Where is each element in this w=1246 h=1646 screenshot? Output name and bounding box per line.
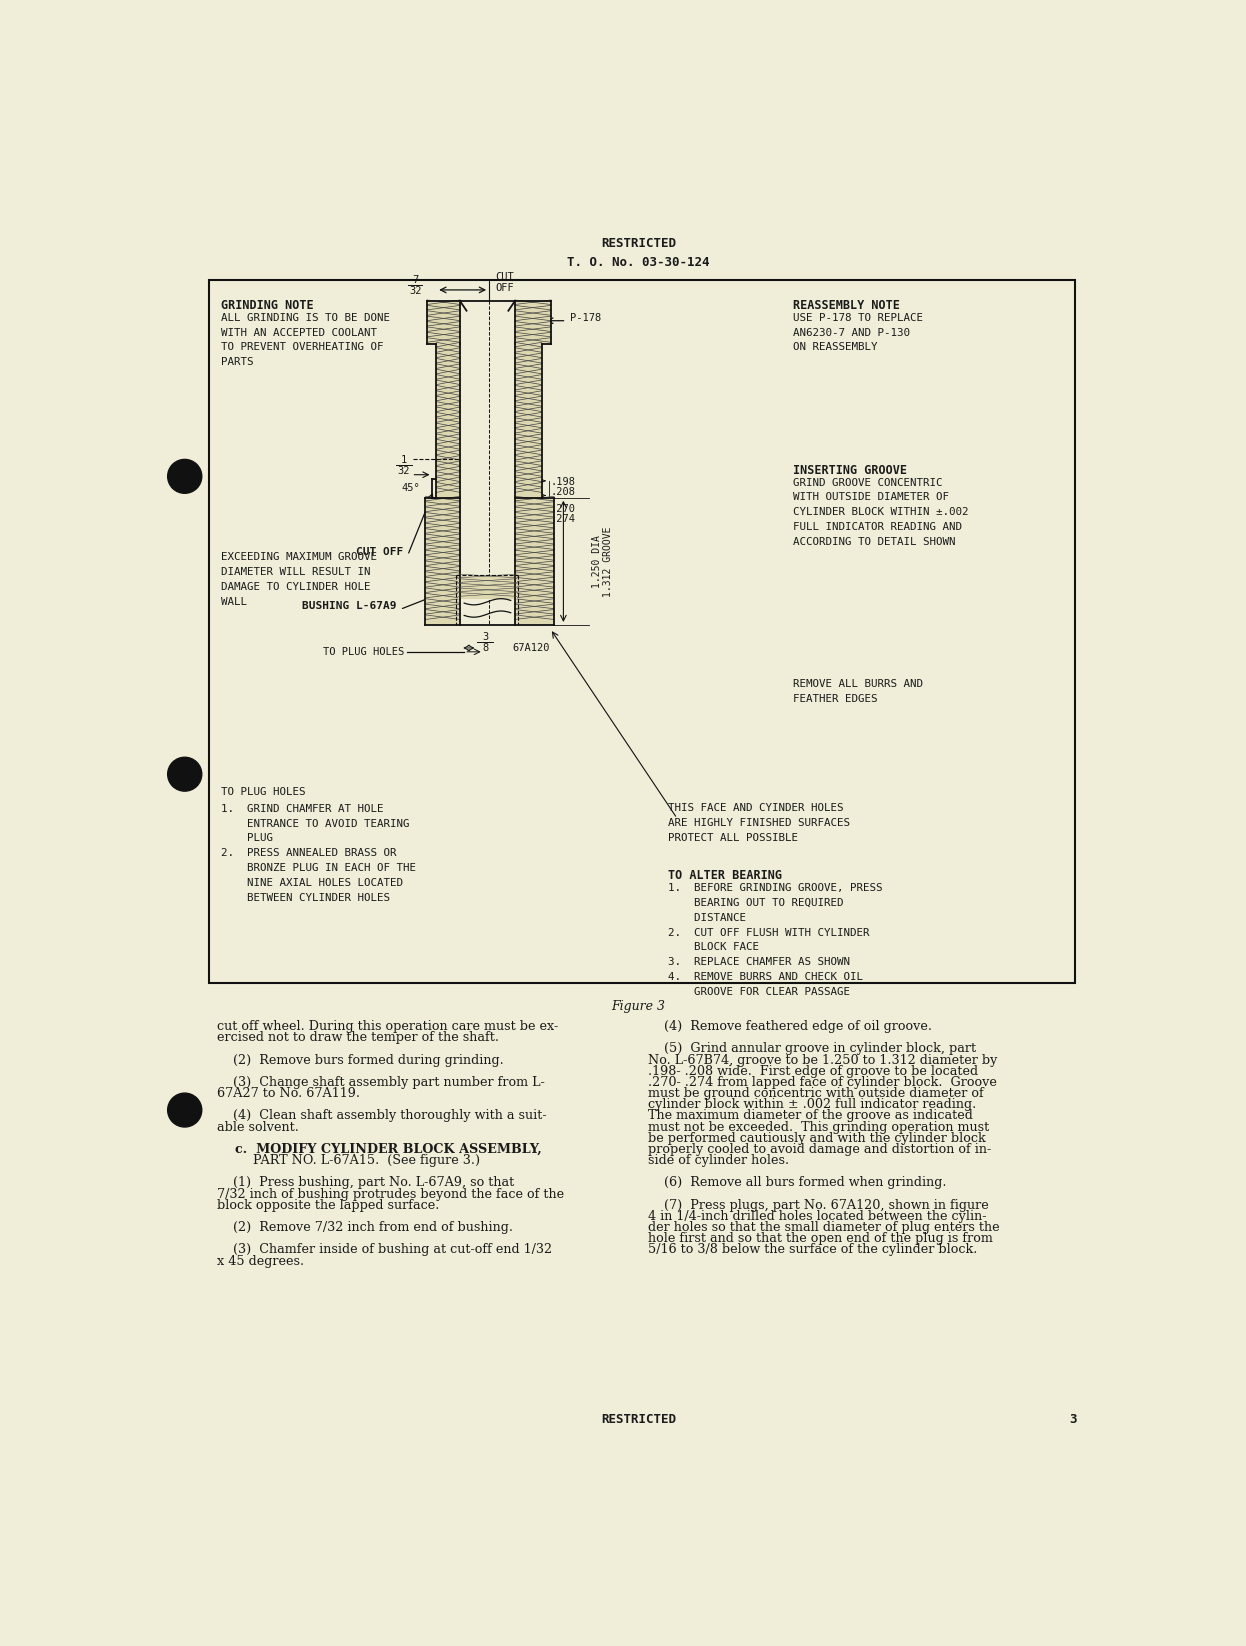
Text: (2)  Remove burs formed during grinding.: (2) Remove burs formed during grinding.	[217, 1053, 503, 1067]
Text: GRINDING NOTE: GRINDING NOTE	[222, 300, 314, 311]
Bar	[425, 497, 460, 625]
Bar	[436, 344, 460, 497]
Text: ercised not to draw the temper of the shaft.: ercised not to draw the temper of the sh…	[217, 1032, 498, 1044]
Text: TO PLUG HOLES: TO PLUG HOLES	[323, 647, 404, 657]
Text: (3)  Change shaft assembly part number from L-: (3) Change shaft assembly part number fr…	[217, 1076, 545, 1090]
Text: 67A120: 67A120	[512, 644, 549, 653]
Text: BUSHING L-67A9: BUSHING L-67A9	[302, 601, 396, 611]
Circle shape	[168, 1093, 202, 1128]
Text: (4)  Remove feathered edge of oil groove.: (4) Remove feathered edge of oil groove.	[648, 1021, 932, 1034]
Text: (1)  Press bushing, part No. L-67A9, so that: (1) Press bushing, part No. L-67A9, so t…	[217, 1177, 513, 1190]
Text: .208: .208	[551, 487, 576, 497]
Text: (2)  Remove 7/32 inch from end of bushing.: (2) Remove 7/32 inch from end of bushing…	[217, 1221, 512, 1234]
Bar	[515, 301, 551, 344]
Text: 3: 3	[1069, 1412, 1077, 1425]
Text: GRIND GROOVE CONCENTRIC
WITH OUTSIDE DIAMETER OF
CYLINDER BLOCK WITHIN ±.002
FUL: GRIND GROOVE CONCENTRIC WITH OUTSIDE DIA…	[794, 477, 968, 546]
Text: der holes so that the small diameter of plug enters the: der holes so that the small diameter of …	[648, 1221, 999, 1234]
Text: 1.  BEFORE GRINDING GROOVE, PRESS
    BEARING OUT TO REQUIRED
    DISTANCE
2.  C: 1. BEFORE GRINDING GROOVE, PRESS BEARING…	[668, 884, 882, 997]
Text: P-178: P-178	[571, 313, 602, 323]
Text: (4)  Clean shaft assembly thoroughly with a suit-: (4) Clean shaft assembly thoroughly with…	[217, 1109, 546, 1123]
Text: CUT: CUT	[495, 272, 513, 281]
Text: THIS FACE AND CYINDER HOLES
ARE HIGHLY FINISHED SURFACES
PROTECT ALL POSSIBLE: THIS FACE AND CYINDER HOLES ARE HIGHLY F…	[668, 803, 850, 843]
Text: INSERTING GROOVE: INSERTING GROOVE	[794, 464, 907, 477]
Text: 1: 1	[401, 454, 407, 464]
Text: cylinder block within ± .002 full indicator reading.: cylinder block within ± .002 full indica…	[648, 1098, 977, 1111]
Text: must be ground concentric with outside diameter of: must be ground concentric with outside d…	[648, 1086, 984, 1100]
Text: 7/32 inch of bushing protrudes beyond the face of the: 7/32 inch of bushing protrudes beyond th…	[217, 1187, 563, 1200]
Text: 2.  PRESS ANNEALED BRASS OR
    BRONZE PLUG IN EACH OF THE
    NINE AXIAL HOLES : 2. PRESS ANNEALED BRASS OR BRONZE PLUG I…	[222, 848, 416, 904]
Text: The maximum diameter of the groove as indicated: The maximum diameter of the groove as in…	[648, 1109, 973, 1123]
Text: 4 in 1/4-inch drilled holes located between the cylin-: 4 in 1/4-inch drilled holes located betw…	[648, 1210, 987, 1223]
Text: TO ALTER BEARING: TO ALTER BEARING	[668, 869, 781, 882]
Text: x 45 degrees.: x 45 degrees.	[217, 1254, 304, 1267]
Text: 3: 3	[482, 632, 488, 642]
Text: 7: 7	[412, 275, 419, 285]
Text: must not be exceeded.  This grinding operation must: must not be exceeded. This grinding oper…	[648, 1121, 989, 1134]
Text: (6)  Remove all burs formed when grinding.: (6) Remove all burs formed when grinding…	[648, 1177, 947, 1190]
Text: 1.312 GROOVE: 1.312 GROOVE	[603, 527, 613, 596]
Text: properly cooled to avoid damage and distortion of in-: properly cooled to avoid damage and dist…	[648, 1142, 992, 1155]
Text: CUT OFF: CUT OFF	[356, 546, 404, 556]
Text: 1.  GRIND CHAMFER AT HOLE
    ENTRANCE TO AVOID TEARING
    PLUG: 1. GRIND CHAMFER AT HOLE ENTRANCE TO AVO…	[222, 803, 410, 843]
Text: (3)  Chamfer inside of bushing at cut-off end 1/32: (3) Chamfer inside of bushing at cut-off…	[217, 1243, 552, 1256]
Bar	[515, 497, 554, 625]
Bar	[459, 576, 517, 599]
Text: No. L-67B74, groove to be 1.250 to 1.312 diameter by: No. L-67B74, groove to be 1.250 to 1.312…	[648, 1053, 998, 1067]
Text: T. O. No. 03-30-124: T. O. No. 03-30-124	[567, 255, 710, 268]
Circle shape	[168, 459, 202, 494]
Text: 45°: 45°	[401, 482, 420, 492]
Text: block opposite the lapped surface.: block opposite the lapped surface.	[217, 1198, 439, 1211]
Text: 67A27 to No. 67A119.: 67A27 to No. 67A119.	[217, 1086, 360, 1100]
Circle shape	[168, 757, 202, 792]
Text: Figure 3: Figure 3	[612, 999, 665, 1012]
Text: RESTRICTED: RESTRICTED	[601, 237, 677, 250]
Text: USE P-178 TO REPLACE
AN6230-7 AND P-130
ON REASSEMBLY: USE P-178 TO REPLACE AN6230-7 AND P-130 …	[794, 313, 923, 352]
Text: 32: 32	[397, 466, 410, 476]
Text: be performed cautiously and with the cylinder block: be performed cautiously and with the cyl…	[648, 1132, 986, 1144]
Text: .270- .274 from lapped face of cylinder block.  Groove: .270- .274 from lapped face of cylinder …	[648, 1076, 997, 1090]
Text: REMOVE ALL BURRS AND
FEATHER EDGES: REMOVE ALL BURRS AND FEATHER EDGES	[794, 680, 923, 704]
Bar	[427, 301, 460, 344]
Text: REASSEMBLY NOTE: REASSEMBLY NOTE	[794, 300, 900, 311]
Text: able solvent.: able solvent.	[217, 1121, 299, 1134]
Bar	[209, 280, 1075, 983]
Text: TO PLUG HOLES: TO PLUG HOLES	[222, 787, 307, 797]
Text: c.  MODIFY CYLINDER BLOCK ASSEMBLY,: c. MODIFY CYLINDER BLOCK ASSEMBLY,	[217, 1142, 541, 1155]
Text: hole first and so that the open end of the plug is from: hole first and so that the open end of t…	[648, 1233, 993, 1246]
Text: .270: .270	[551, 504, 576, 514]
Text: PART NO. L-67A15.  (See figure 3.): PART NO. L-67A15. (See figure 3.)	[217, 1154, 480, 1167]
Text: ALL GRINDING IS TO BE DONE
WITH AN ACCEPTED COOLANT
TO PREVENT OVERHEATING OF
PA: ALL GRINDING IS TO BE DONE WITH AN ACCEP…	[222, 313, 390, 367]
Text: EXCEEDING MAXIMUM GROOVE
DIAMETER WILL RESULT IN
DAMAGE TO CYLINDER HOLE
WALL: EXCEEDING MAXIMUM GROOVE DIAMETER WILL R…	[222, 553, 378, 607]
Text: .198: .198	[551, 477, 576, 487]
Text: 5/16 to 3/8 below the surface of the cylinder block.: 5/16 to 3/8 below the surface of the cyl…	[648, 1243, 978, 1256]
Bar	[515, 344, 542, 497]
Text: RESTRICTED: RESTRICTED	[601, 1412, 677, 1425]
Text: 1.250 DIA: 1.250 DIA	[592, 535, 602, 588]
Text: 32: 32	[409, 286, 421, 296]
Text: side of cylinder holes.: side of cylinder holes.	[648, 1154, 790, 1167]
Text: OFF: OFF	[495, 283, 513, 293]
Text: .274: .274	[551, 515, 576, 525]
Text: (7)  Press plugs, part No. 67A120, shown in figure: (7) Press plugs, part No. 67A120, shown …	[648, 1198, 989, 1211]
Text: (5)  Grind annular groove in cylinder block, part: (5) Grind annular groove in cylinder blo…	[648, 1042, 977, 1055]
Text: .198- .208 wide.  First edge of groove to be located: .198- .208 wide. First edge of groove to…	[648, 1065, 978, 1078]
Text: cut off wheel. During this operation care must be ex-: cut off wheel. During this operation car…	[217, 1021, 558, 1034]
Text: 8: 8	[482, 644, 488, 653]
